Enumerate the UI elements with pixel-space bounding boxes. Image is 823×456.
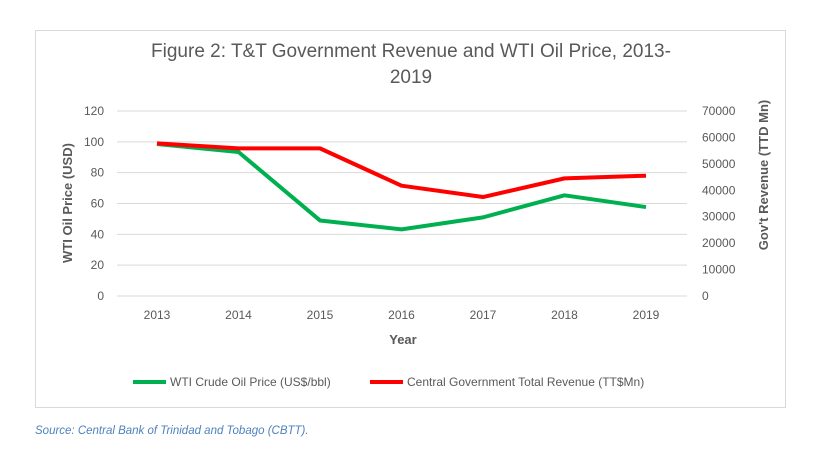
x-tick-label: 2018 bbox=[551, 308, 578, 322]
x-tick-label: 2014 bbox=[225, 308, 252, 322]
y-axis-title: WTI Oil Price (USD) bbox=[60, 143, 75, 263]
y2-tick-label: 10000 bbox=[702, 263, 736, 277]
y2-axis-title: Gov't Revenue (TTD Mn) bbox=[756, 100, 771, 250]
x-axis-title: Year bbox=[389, 332, 416, 347]
y2-tick-label: 60000 bbox=[702, 130, 736, 144]
y-tick-label: 60 bbox=[91, 197, 105, 211]
y-tick-label: 120 bbox=[84, 104, 104, 118]
x-tick-label: 2015 bbox=[307, 308, 334, 322]
y2-tick-label: 50000 bbox=[702, 157, 736, 171]
y-tick-label: 80 bbox=[91, 166, 105, 180]
y-tick-label: 40 bbox=[91, 227, 105, 241]
y-tick-label: 100 bbox=[84, 135, 104, 149]
chart-frame bbox=[35, 30, 786, 408]
chart-title-line: Figure 2: T&T Government Revenue and WTI… bbox=[151, 41, 671, 62]
chart-title-line: 2019 bbox=[390, 67, 432, 88]
legend-label: WTI Crude Oil Price (US$/bbl) bbox=[170, 375, 331, 389]
y2-tick-label: 40000 bbox=[702, 183, 736, 197]
y-tick-label: 0 bbox=[97, 289, 104, 303]
x-tick-label: 2019 bbox=[633, 308, 660, 322]
y2-tick-label: 70000 bbox=[702, 104, 736, 118]
y2-tick-label: 30000 bbox=[702, 210, 736, 224]
x-tick-label: 2016 bbox=[388, 308, 415, 322]
x-tick-label: 2017 bbox=[470, 308, 497, 322]
source-note: Source: Central Bank of Trinidad and Tob… bbox=[35, 425, 309, 437]
legend-label: Central Government Total Revenue (TT$Mn) bbox=[407, 375, 644, 389]
y2-tick-label: 20000 bbox=[702, 236, 736, 250]
y2-tick-label: 0 bbox=[702, 289, 709, 303]
x-tick-label: 2013 bbox=[144, 308, 171, 322]
y-tick-label: 20 bbox=[91, 258, 105, 272]
